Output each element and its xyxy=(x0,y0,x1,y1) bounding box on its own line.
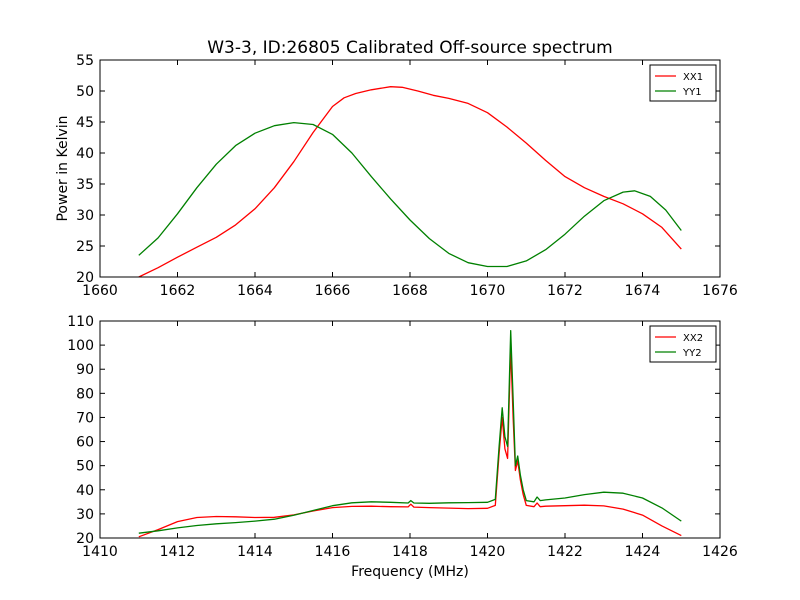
plot-area-0 xyxy=(100,60,720,277)
y-tick-label-1-80: 80 xyxy=(76,386,94,402)
x-tick-label-1-1426: 1426 xyxy=(702,544,738,560)
x-tick-label-0-1666: 1666 xyxy=(315,283,351,299)
y-tick-label-1-50: 50 xyxy=(76,459,94,475)
legend-entry-xx1: XX1 xyxy=(683,72,703,83)
axes-frame-0 xyxy=(99,59,721,278)
figure-title: W3-3, ID:26805 Calibrated Off-source spe… xyxy=(207,38,612,58)
x-tick-label-0-1674: 1674 xyxy=(625,283,661,299)
y-tick-label-1-70: 70 xyxy=(76,410,94,426)
x-tick-label-1-1418: 1418 xyxy=(392,544,428,560)
y-tick-label-0-45: 45 xyxy=(76,115,94,131)
x-tick-label-1-1410: 1410 xyxy=(82,544,118,560)
series-line-xx1 xyxy=(138,86,682,277)
x-tick-label-1-1420: 1420 xyxy=(470,544,506,560)
y-tick-label-0-35: 35 xyxy=(76,177,94,193)
y-tick-label-1-20: 20 xyxy=(76,531,94,547)
legend-box-1 xyxy=(649,325,717,363)
axes-frame-1 xyxy=(99,320,721,539)
y-tick-label-1-60: 60 xyxy=(76,435,94,451)
legend-entry-yy1: YY1 xyxy=(682,87,702,98)
y-tick-label-0-55: 55 xyxy=(76,53,94,69)
y-tick-label-1-40: 40 xyxy=(76,483,94,499)
series-group-0 xyxy=(138,86,682,277)
x-axis-label-1: Frequency (MHz) xyxy=(351,564,469,580)
y-tick-label-1-100: 100 xyxy=(67,338,94,354)
x-tick-label-1-1424: 1424 xyxy=(625,544,661,560)
x-tick-label-1-1416: 1416 xyxy=(315,544,351,560)
series-line-yy2 xyxy=(138,329,682,534)
legend-entry-yy2: YY2 xyxy=(682,348,702,359)
bottom-plot-xx2-yy2: 1410 1412 1414 1416 1418 1420 1422 1424 1426 20 30… xyxy=(67,314,738,580)
legend-entry-xx2: XX2 xyxy=(683,333,703,344)
y-tick-label-1-30: 30 xyxy=(76,507,94,523)
y-tick-label-0-40: 40 xyxy=(76,146,94,162)
y-axis-label-0: Power in Kelvin xyxy=(55,115,71,221)
x-tick-label-0-1668: 1668 xyxy=(392,283,428,299)
x-tick-label-0-1664: 1664 xyxy=(237,283,273,299)
x-tick-label-0-1672: 1672 xyxy=(547,283,583,299)
y-tick-label-0-20: 20 xyxy=(76,270,94,286)
x-tick-label-1-1414: 1414 xyxy=(237,544,273,560)
y-tick-label-0-50: 50 xyxy=(76,84,94,100)
y-tick-label-0-25: 25 xyxy=(76,239,94,255)
y-tick-label-1-90: 90 xyxy=(76,362,94,378)
series-group-1 xyxy=(138,329,682,538)
x-tick-label-0-1660: 1660 xyxy=(82,283,118,299)
y-tick-label-0-30: 30 xyxy=(76,208,94,224)
x-tick-label-0-1662: 1662 xyxy=(160,283,196,299)
top-plot-xx1-yy1: 1660 1662 1664 1666 1668 1670 1672 1674 1676 20 25… xyxy=(55,53,738,299)
legend-box-0 xyxy=(649,64,717,102)
y-tick-label-1-110: 110 xyxy=(67,314,94,330)
series-line-yy1 xyxy=(138,121,682,268)
x-tick-label-0-1676: 1676 xyxy=(702,283,738,299)
x-tick-label-1-1412: 1412 xyxy=(160,544,196,560)
x-tick-label-0-1670: 1670 xyxy=(470,283,506,299)
x-tick-label-1-1422: 1422 xyxy=(547,544,583,560)
